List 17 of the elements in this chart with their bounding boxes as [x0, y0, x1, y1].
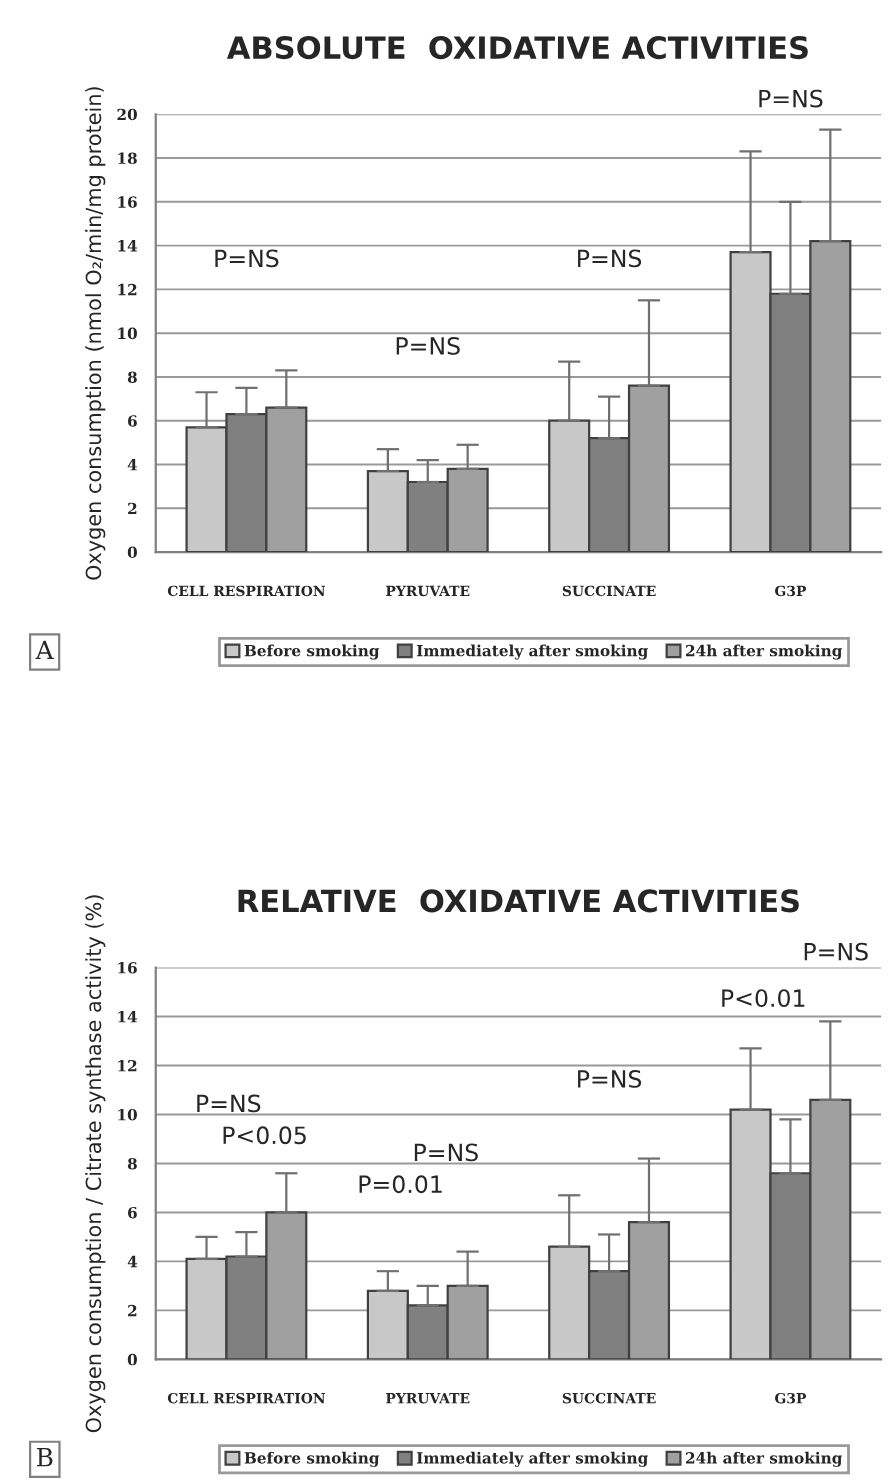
- text: A: [35, 640, 54, 659]
- y-axis-title: Oxygen consumption (nmol O₂/min/mg protein): [85, 87, 106, 580]
- annotation: P=0.01: [359, 1175, 442, 1194]
- text: P=NS: [804, 942, 868, 961]
- annotation: P=NS: [396, 336, 460, 355]
- annotation: P<0.05: [223, 1126, 306, 1145]
- annotation: P<0.01: [722, 989, 805, 1008]
- text: B: [36, 1448, 53, 1467]
- annotation: P=NS: [215, 249, 279, 268]
- annotation: P=NS: [197, 1094, 261, 1113]
- annotation: P=NS: [578, 249, 642, 268]
- y-axis-title: Oxygen consumption / Citrate synthase activity (%): [85, 895, 106, 1433]
- chart-title: RELATIVE OXIDATIVE ACTIVITIES: [238, 889, 799, 913]
- annotation: P=NS: [578, 1070, 642, 1088]
- text: P=NS: [759, 89, 823, 108]
- chart-title: ABSOLUTE OXIDATIVE ACTIVITIES: [226, 36, 808, 60]
- annotation: P=NS: [414, 1143, 478, 1162]
